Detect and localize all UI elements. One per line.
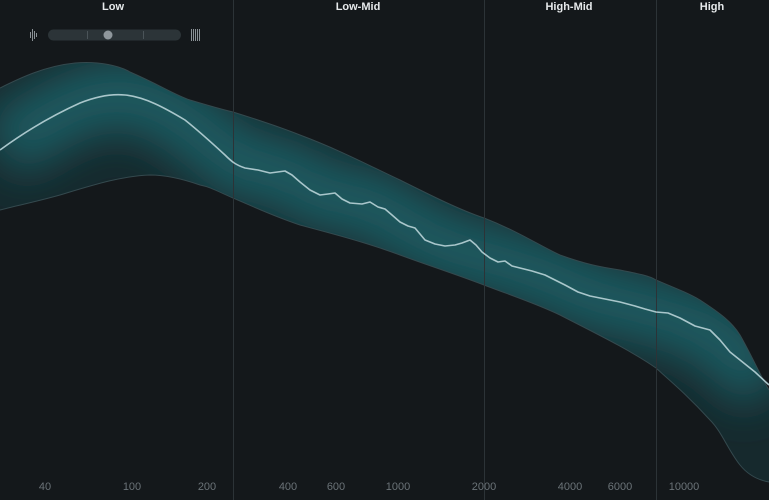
frequency-axis: 40 100 200 400 600 1000 2000 4000 6000 1… xyxy=(39,481,699,493)
frequency-label: 40 xyxy=(39,481,51,493)
wide-icon xyxy=(191,29,200,41)
narrow-icon xyxy=(30,29,37,41)
frequency-label: 200 xyxy=(198,481,216,493)
target-lower-edge xyxy=(0,174,769,483)
slider-track[interactable] xyxy=(48,29,181,41)
frequency-label: 1000 xyxy=(386,481,410,493)
band-label: High-Mid xyxy=(545,1,592,13)
frequency-label: 600 xyxy=(327,481,345,493)
band-label: Low xyxy=(102,1,124,13)
frequency-label: 400 xyxy=(279,481,297,493)
frequency-label: 6000 xyxy=(608,481,632,493)
slider-knob[interactable] xyxy=(103,30,113,40)
band-labels: Low Low-Mid High-Mid High xyxy=(102,1,724,13)
frequency-label: 2000 xyxy=(472,481,496,493)
band-label: High xyxy=(700,1,725,13)
frequency-label: 4000 xyxy=(558,481,582,493)
spectrum-curve xyxy=(0,93,769,386)
frequency-label: 100 xyxy=(123,481,141,493)
frequency-label: 10000 xyxy=(669,481,700,493)
band-dividers xyxy=(233,0,657,500)
range-slider[interactable] xyxy=(30,29,200,41)
band-label: Low-Mid xyxy=(336,1,381,13)
target-upper-edge xyxy=(0,62,769,391)
